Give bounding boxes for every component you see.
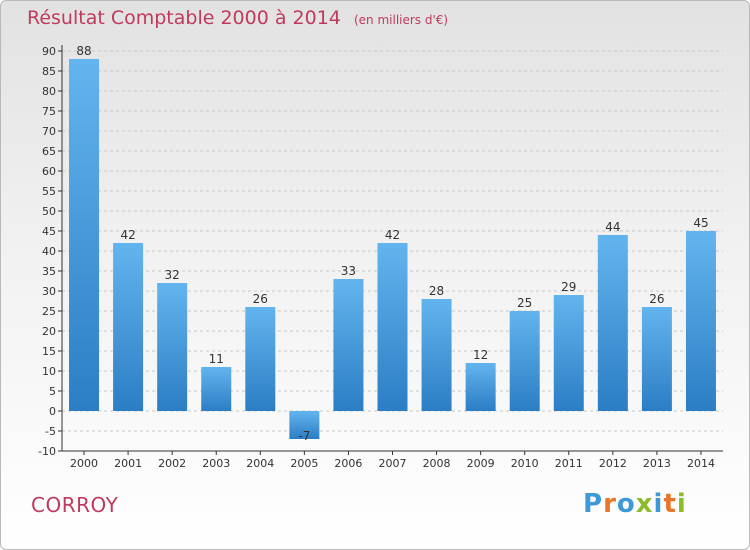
logo-letter: r — [603, 489, 617, 519]
title-row: Résultat Comptable 2000 à 2014 (en milli… — [27, 7, 448, 29]
y-tick-label: 60 — [42, 165, 56, 178]
x-tick-label-2002: 2002 — [158, 457, 186, 470]
commune-name: CORROY — [31, 493, 119, 517]
x-tick-label-2004: 2004 — [246, 457, 274, 470]
y-tick-label: -5 — [45, 425, 56, 438]
data-label-2014: 45 — [693, 216, 708, 230]
logo-letter: x — [635, 489, 654, 519]
data-label-2005: -7 — [298, 429, 310, 443]
y-tick-label: 70 — [42, 125, 56, 138]
x-tick-label-2001: 2001 — [114, 457, 142, 470]
bar-2004 — [245, 307, 276, 411]
x-tick-label-2011: 2011 — [555, 457, 583, 470]
chart-subtitle: (en milliers d'€) — [353, 13, 449, 27]
data-label-2009: 12 — [473, 348, 488, 362]
data-label-2011: 29 — [561, 280, 576, 294]
labels: -10 -5 0 5 10 15 20 25 30 35 40 45 50 55 60 65 70 75 80 85 9… — [38, 44, 715, 470]
y-tick-label: 75 — [42, 105, 56, 118]
bar-2012 — [597, 235, 628, 411]
y-tick-label: 40 — [42, 245, 56, 258]
axes — [58, 45, 723, 455]
data-label-2006: 33 — [341, 264, 356, 278]
bar-2002 — [157, 283, 188, 411]
x-tick-label-2012: 2012 — [599, 457, 627, 470]
bar-2000 — [69, 59, 100, 411]
data-label-2010: 25 — [517, 296, 532, 310]
bar-2001 — [113, 243, 144, 411]
data-label-2000: 88 — [76, 44, 91, 58]
y-tick-label: 0 — [49, 405, 56, 418]
y-tick-label: 65 — [42, 145, 56, 158]
bar-2005 — [289, 411, 320, 439]
y-tick-label: 15 — [42, 345, 56, 358]
y-tick-label: -10 — [38, 445, 56, 458]
data-label-2004: 26 — [253, 292, 268, 306]
y-tick-label: 5 — [49, 385, 56, 398]
logo-letter: i — [676, 489, 687, 519]
proxiti-logo[interactable]: Proxiti — [583, 489, 687, 519]
data-label-2003: 11 — [209, 352, 224, 366]
y-tick-label: 85 — [42, 65, 56, 78]
data-label-2013: 26 — [649, 292, 664, 306]
x-tick-label-2006: 2006 — [334, 457, 362, 470]
y-tick-label: 30 — [42, 285, 56, 298]
x-tick-label-2009: 2009 — [467, 457, 495, 470]
y-tick-label: 25 — [42, 305, 56, 318]
y-tick-label: 20 — [42, 325, 56, 338]
x-tick-label-2013: 2013 — [643, 457, 671, 470]
logo-letter: t — [663, 489, 677, 519]
bar-2011 — [553, 295, 584, 411]
data-label-2001: 42 — [120, 228, 135, 242]
data-label-2012: 44 — [605, 220, 620, 234]
y-tick-label: 50 — [42, 205, 56, 218]
data-label-2008: 28 — [429, 284, 444, 298]
y-tick-label: 80 — [42, 85, 56, 98]
logo-letter: P — [583, 489, 604, 519]
x-tick-label-2003: 2003 — [202, 457, 230, 470]
bar-2003 — [201, 367, 232, 411]
y-tick-label: 45 — [42, 225, 56, 238]
y-tick-label: 35 — [42, 265, 56, 278]
data-label-2002: 32 — [165, 268, 180, 282]
logo-letter: o — [616, 489, 636, 519]
x-tick-label-2007: 2007 — [379, 457, 407, 470]
logo-letter: i — [653, 489, 664, 519]
x-tick-label-2010: 2010 — [511, 457, 539, 470]
bar-2009 — [465, 363, 496, 411]
bar-2006 — [333, 279, 364, 411]
bar-2014 — [685, 231, 716, 411]
x-tick-label-2005: 2005 — [290, 457, 318, 470]
y-tick-label: 90 — [42, 45, 56, 58]
bar-2010 — [509, 311, 540, 411]
bars — [69, 59, 716, 439]
data-label-2007: 42 — [385, 228, 400, 242]
y-tick-label: 55 — [42, 185, 56, 198]
bar-2013 — [641, 307, 672, 411]
x-tick-label-2000: 2000 — [70, 457, 98, 470]
bar-2008 — [421, 299, 452, 411]
bar-2007 — [377, 243, 408, 411]
chart-title: Résultat Comptable 2000 à 2014 — [27, 7, 341, 29]
x-tick-label-2008: 2008 — [423, 457, 451, 470]
y-tick-label: 10 — [42, 365, 56, 378]
x-tick-label-2014: 2014 — [687, 457, 715, 470]
